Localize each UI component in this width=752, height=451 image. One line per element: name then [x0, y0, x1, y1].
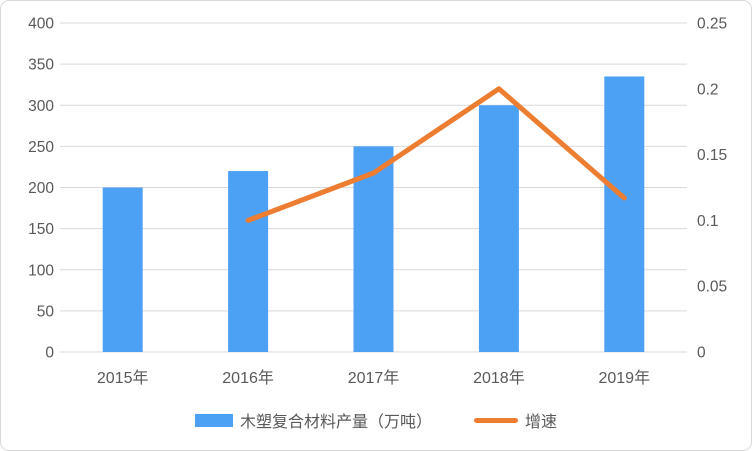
- left-axis-tick: 100: [28, 262, 54, 279]
- left-axis-tick: 0: [45, 345, 54, 362]
- left-axis-tick: 350: [28, 57, 54, 74]
- bar-2016年: [228, 171, 269, 352]
- left-axis-tick: 150: [28, 221, 54, 238]
- legend-item-growth: 增速: [474, 408, 557, 432]
- left-axis-tick: 250: [28, 139, 54, 156]
- x-axis-label: 2016年: [222, 369, 274, 387]
- legend-label-production: 木塑复合材料产量（万吨）: [239, 414, 432, 431]
- bar-2019年: [604, 76, 645, 353]
- right-axis-tick: 0.15: [697, 147, 727, 164]
- right-axis-tick: 0.2: [697, 81, 719, 98]
- bar-2018年: [478, 105, 519, 352]
- x-axis-label: 2019年: [598, 369, 650, 387]
- growth-rate-line: [245, 86, 627, 223]
- right-axis-tick: 0.25: [697, 16, 727, 33]
- bar-series-swatch: [194, 413, 233, 427]
- line-series-swatch: [474, 417, 518, 423]
- legend-item-production: 木塑复合材料产量（万吨）: [194, 408, 432, 432]
- x-axis-label: 2017年: [348, 369, 400, 387]
- left-axis-tick: 50: [37, 303, 55, 320]
- x-axis-label: 2015年: [97, 369, 149, 387]
- bar-2015年: [102, 187, 143, 352]
- left-axis-tick: 300: [28, 98, 54, 115]
- x-axis-label: 2018年: [473, 369, 525, 387]
- right-axis-tick: 0.1: [697, 213, 719, 230]
- left-axis-tick: 400: [28, 16, 54, 33]
- legend-label-growth: 增速: [525, 414, 558, 431]
- left-axis-tick: 200: [28, 180, 54, 197]
- right-axis-tick: 0: [697, 345, 706, 362]
- right-axis-tick: 0.05: [697, 279, 727, 296]
- chart-legend: 木塑复合材料产量（万吨） 增速: [1, 401, 751, 439]
